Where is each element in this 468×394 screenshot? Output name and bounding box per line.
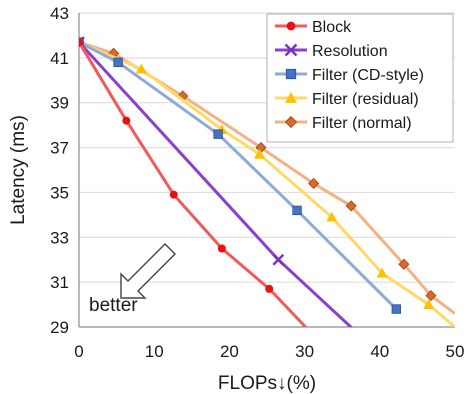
legend-item-resolution: Resolution xyxy=(275,43,388,60)
point-block-1 xyxy=(122,116,131,125)
legend-marker-filter-normal xyxy=(284,115,298,129)
x-tick-30: 30 xyxy=(295,342,314,361)
legend-item-filter-normal: Filter (normal) xyxy=(275,115,412,132)
y-tick-31: 31 xyxy=(50,273,69,292)
y-tick-29: 29 xyxy=(50,318,69,337)
legend-marker-block xyxy=(286,21,296,31)
line-filter-residual xyxy=(79,40,455,327)
x-tick-labels: 0 10 20 30 40 50 xyxy=(74,342,464,361)
point-filter-normal-4 xyxy=(308,177,320,190)
y-axis-label: Latency (ms) xyxy=(8,115,29,225)
point-block-0 xyxy=(79,38,83,47)
legend-item-block: Block xyxy=(275,19,352,36)
point-filter-cd-style-2 xyxy=(213,129,223,139)
point-filter-cd-style-4 xyxy=(391,304,402,314)
point-filter-residual-3 xyxy=(253,148,265,159)
x-tick-40: 40 xyxy=(370,342,389,361)
point-block-3 xyxy=(217,244,226,253)
x-tick-50: 50 xyxy=(446,342,465,361)
legend-label-filter-residual: Filter (residual) xyxy=(312,91,419,108)
point-filter-residual-1 xyxy=(135,63,147,74)
axes xyxy=(78,13,455,328)
point-filter-cd-style-3 xyxy=(292,205,302,216)
point-filter-residual-4 xyxy=(326,211,338,222)
y-tick-41: 41 xyxy=(50,49,69,68)
series-block xyxy=(79,38,308,327)
legend-label-filter-cd-style: Filter (CD-style) xyxy=(312,67,424,84)
legend-item-filter-cd-style: Filter (CD-style) xyxy=(275,67,424,84)
point-filter-normal-7 xyxy=(425,290,437,302)
x-tick-20: 20 xyxy=(220,342,239,361)
y-tick-37: 37 xyxy=(50,139,69,158)
series-layer xyxy=(79,36,455,327)
better-label: better xyxy=(89,295,138,316)
legend-marker-filter-cd-style xyxy=(285,68,297,80)
y-tick-33: 33 xyxy=(50,228,69,247)
point-block-4 xyxy=(265,284,274,293)
legend-marker-filter-residual xyxy=(284,91,298,103)
x-tick-0: 0 xyxy=(74,342,83,361)
y-tick-35: 35 xyxy=(50,183,69,202)
point-filter-normal-6 xyxy=(398,258,410,270)
better-annotation: better xyxy=(89,243,176,316)
legend-label-block: Block xyxy=(312,19,352,36)
legend-item-filter-residual: Filter (residual) xyxy=(275,91,419,108)
point-filter-cd-style-1 xyxy=(113,57,123,68)
point-filter-residual-5 xyxy=(376,267,388,278)
better-arrow xyxy=(120,243,176,299)
point-filter-residual-6 xyxy=(423,299,435,309)
legend-label-resolution: Resolution xyxy=(312,43,388,60)
y-tick-39: 39 xyxy=(50,94,69,113)
legend-marker-resolution xyxy=(284,43,298,57)
point-resolution-1 xyxy=(272,253,285,266)
point-block-2 xyxy=(169,190,178,199)
line-block xyxy=(79,41,308,327)
legend-label-filter-normal: Filter (normal) xyxy=(312,115,412,132)
y-tick-labels: 29 31 33 35 37 39 41 43 xyxy=(50,4,69,337)
point-filter-normal-5 xyxy=(345,200,357,212)
x-axis-label: FLOPs↓(%) xyxy=(218,373,316,394)
legend: Block Resolution Filter (CD-style) Filter (… xyxy=(266,13,454,143)
x-tick-10: 10 xyxy=(145,342,164,361)
y-tick-43: 43 xyxy=(50,4,69,23)
